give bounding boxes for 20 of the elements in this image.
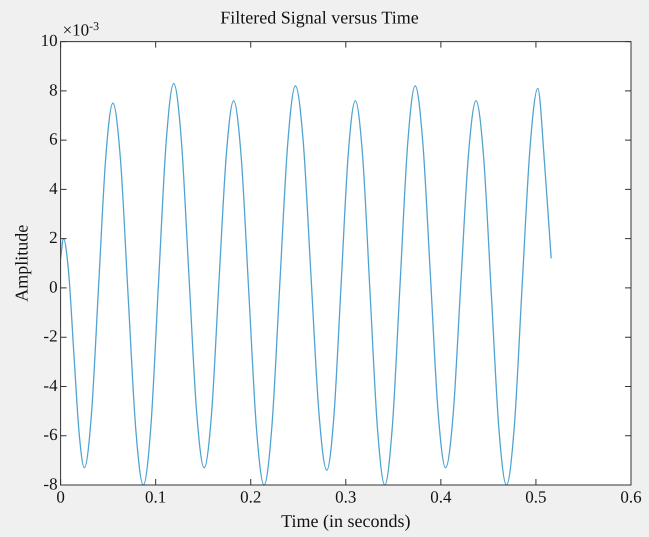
y-tick-label: 6 [49,130,58,149]
y-tick-label: -2 [43,326,58,346]
x-axis-title: Time (in seconds) [281,510,410,531]
y-tick-label: 4 [49,178,58,198]
y-axis-title: Amplitude [12,224,32,302]
x-tick-label: 0.5 [525,488,547,507]
y-tick-label: -8 [43,474,58,494]
x-tick-label: 0.4 [430,488,452,507]
y-tick-label: 2 [49,228,58,248]
y-tick-label: -4 [43,376,58,395]
line-series [60,82,552,485]
x-tick-label: 0.6 [620,488,642,507]
x-tick-label: 0.1 [145,488,166,507]
x-tick-label: 0.2 [240,488,262,507]
y-tick-label: -6 [43,425,58,444]
y-tick-label: 10 [40,31,58,50]
y-tick-label: 8 [49,80,58,100]
x-tick-label: 0.3 [335,488,356,507]
chart-title: Filtered Signal versus Time [220,8,419,28]
y-tick-label: 0 [49,277,58,296]
